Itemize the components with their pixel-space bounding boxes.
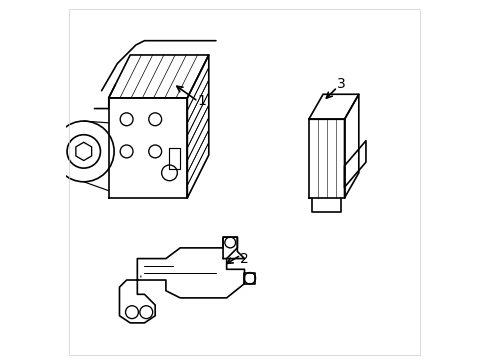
Text: 2: 2 [240,252,248,266]
Text: 1: 1 [197,94,205,108]
Text: 3: 3 [336,77,345,91]
